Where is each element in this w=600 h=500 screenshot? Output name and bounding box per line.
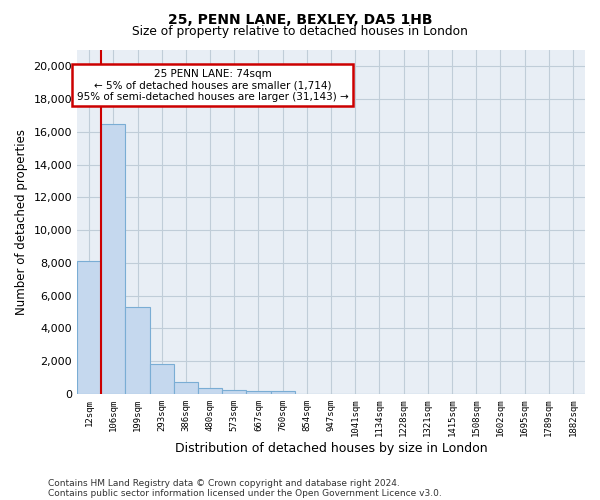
Bar <box>271 391 295 394</box>
Text: Contains HM Land Registry data © Crown copyright and database right 2024.: Contains HM Land Registry data © Crown c… <box>48 478 400 488</box>
Bar <box>198 388 222 394</box>
Bar <box>101 124 125 394</box>
Bar <box>247 390 271 394</box>
Text: Contains public sector information licensed under the Open Government Licence v3: Contains public sector information licen… <box>48 488 442 498</box>
Bar <box>149 364 174 394</box>
Bar <box>125 307 149 394</box>
Text: 25, PENN LANE, BEXLEY, DA5 1HB: 25, PENN LANE, BEXLEY, DA5 1HB <box>168 12 432 26</box>
Bar <box>174 382 198 394</box>
Y-axis label: Number of detached properties: Number of detached properties <box>15 129 28 315</box>
Text: Size of property relative to detached houses in London: Size of property relative to detached ho… <box>132 25 468 38</box>
Bar <box>222 390 247 394</box>
Text: 25 PENN LANE: 74sqm
← 5% of detached houses are smaller (1,714)
95% of semi-deta: 25 PENN LANE: 74sqm ← 5% of detached hou… <box>77 68 349 102</box>
X-axis label: Distribution of detached houses by size in London: Distribution of detached houses by size … <box>175 442 487 455</box>
Bar <box>77 262 101 394</box>
